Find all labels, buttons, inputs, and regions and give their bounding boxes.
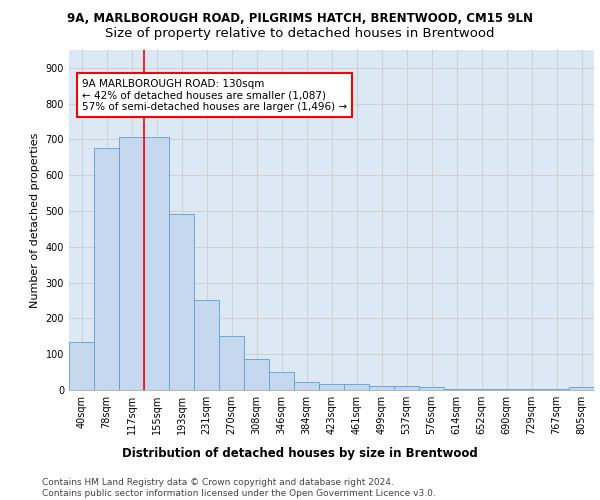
Text: 9A MARLBOROUGH ROAD: 130sqm
← 42% of detached houses are smaller (1,087)
57% of : 9A MARLBOROUGH ROAD: 130sqm ← 42% of det… (82, 78, 347, 112)
Bar (319, 384, 344, 390)
Bar (294, 382, 319, 390)
Text: Distribution of detached houses by size in Brentwood: Distribution of detached houses by size … (122, 448, 478, 460)
Bar (69, 342, 94, 390)
Text: Size of property relative to detached houses in Brentwood: Size of property relative to detached ho… (105, 28, 495, 40)
Bar (244, 358, 269, 390)
Bar (269, 372, 294, 390)
Bar (119, 137, 144, 390)
Bar (194, 300, 219, 390)
Text: Contains HM Land Registry data © Crown copyright and database right 2024.
Contai: Contains HM Land Registry data © Crown c… (42, 478, 436, 498)
Bar (219, 336, 244, 390)
Bar (569, 387, 594, 390)
Y-axis label: Number of detached properties: Number of detached properties (30, 132, 40, 308)
Bar (369, 386, 394, 390)
Bar (94, 148, 119, 390)
Bar (419, 387, 444, 390)
Bar (344, 384, 369, 390)
Bar (169, 214, 194, 390)
Bar (394, 386, 419, 390)
Bar (144, 137, 169, 390)
Text: 9A, MARLBOROUGH ROAD, PILGRIMS HATCH, BRENTWOOD, CM15 9LN: 9A, MARLBOROUGH ROAD, PILGRIMS HATCH, BR… (67, 12, 533, 26)
